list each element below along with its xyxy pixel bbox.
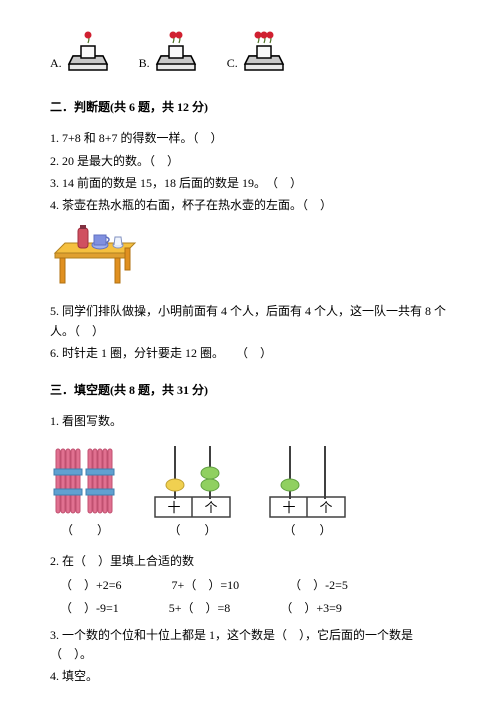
s2-q5: 5. 同学们排队做操，小明前面有 4 个人，后面有 4 个人，这一队一共有 8 … [50, 302, 450, 340]
cake-icon [243, 30, 285, 78]
cake-icon [155, 30, 197, 78]
paren-blank: （ ） [61, 521, 109, 540]
svg-text:个: 个 [204, 500, 217, 515]
section2-title: 二．判断题(共 6 题，共 12 分) [50, 98, 450, 117]
blank-2-2: 5+（ ）=8 [169, 599, 231, 618]
option-b: B. [139, 30, 197, 78]
table-illustration [50, 223, 450, 294]
blank-2-3: （ ）+3=9 [280, 599, 342, 618]
option-c: C. [227, 30, 285, 78]
s3-q2: 2. 在（ ）里填上合适的数 [50, 552, 450, 571]
option-c-label: C. [227, 54, 238, 73]
blank-2-1: （ ）-9=1 [60, 599, 119, 618]
s3-q3: 3. 一个数的个位和十位上都是 1，这个数是（ ），它后面的一个数是（ ）。 [50, 626, 450, 664]
abacus-1: 十 个 （ ） [150, 441, 235, 540]
paren-blank: （ ） [168, 521, 216, 540]
options-row: A. B. C. [50, 30, 450, 78]
blank-row-1: （ ）+2=6 7+（ ）=10 （ ）-2=5 [60, 576, 450, 595]
option-a: A. [50, 30, 109, 78]
s3-q4: 4. 填空。 [50, 667, 450, 686]
s2-q2: 2. 20 是最大的数。（ ） [50, 152, 450, 171]
s3-q1: 1. 看图写数。 [50, 412, 450, 431]
sticks-figure: （ ） [50, 441, 120, 540]
blank-1-1: （ ）+2=6 [60, 576, 122, 595]
svg-text:十: 十 [282, 500, 295, 515]
blank-1-3: （ ）-2=5 [289, 576, 348, 595]
figure-row: （ ） 十 个 （ ） 十 个 （ ） [50, 441, 450, 540]
svg-text:十: 十 [167, 500, 180, 515]
abacus-2: 十 个 （ ） [265, 441, 350, 540]
option-a-label: A. [50, 54, 62, 73]
svg-text:个: 个 [319, 500, 332, 515]
blank-row-2: （ ）-9=1 5+（ ）=8 （ ）+3=9 [60, 599, 450, 618]
s2-q6: 6. 时针走 1 圈，分针要走 12 圈。 （ ） [50, 344, 450, 363]
section3-title: 三．填空题(共 8 题，共 31 分) [50, 381, 450, 400]
option-b-label: B. [139, 54, 150, 73]
cake-icon [67, 30, 109, 78]
s2-q3: 3. 14 前面的数是 15，18 后面的数是 19。 （ ） [50, 174, 450, 193]
s2-q4: 4. 茶壶在热水瓶的右面，杯子在热水壶的左面。（ ） [50, 196, 450, 215]
paren-blank: （ ） [283, 521, 331, 540]
blank-1-2: 7+（ ）=10 [172, 576, 240, 595]
s2-q1: 1. 7+8 和 8+7 的得数一样。（ ） [50, 129, 450, 148]
